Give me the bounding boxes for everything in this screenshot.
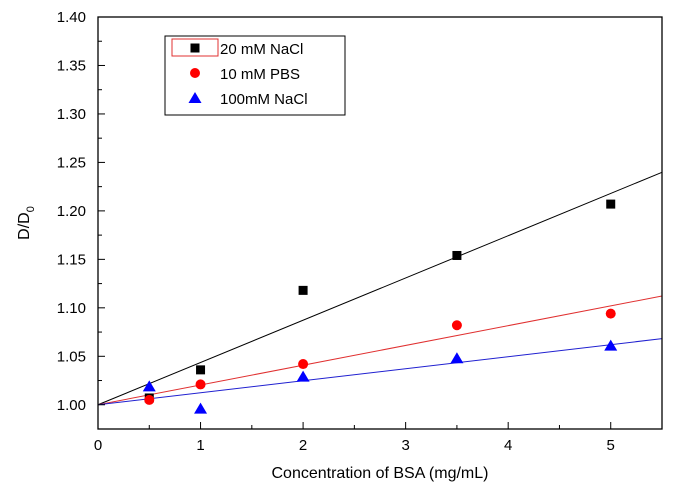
data-point-2-2 [296,370,310,382]
y-tick-label: 1.30 [57,106,86,123]
x-tick-label: 1 [196,437,204,454]
legend-label-0: 20 mM NaCl [220,41,303,58]
data-points [142,199,618,414]
fit-line-0 [97,171,663,406]
data-point-1-3 [451,320,462,331]
y-tick-label: 1.00 [57,397,86,414]
data-point-1-2 [298,359,309,370]
y-tick-label: 1.05 [57,348,86,365]
x-tick-label: 5 [607,437,615,454]
data-point-2-4 [604,339,618,351]
y-axis-label: D/D0 [16,206,37,240]
fit-line-2 [97,338,663,406]
legend-marker-2 [188,92,202,103]
data-point-0-1 [196,365,206,375]
x-tick-label: 3 [401,437,409,454]
data-point-1-4 [605,308,616,319]
legend: 20 mM NaCl 10 mM PBS 100mM NaCl [164,35,346,116]
legend-marker-1 [190,68,200,78]
y-tick-label: 1.20 [57,203,86,220]
x-tick-label: 4 [504,437,512,454]
data-point-1-1 [195,379,206,390]
x-tick-label: 0 [94,437,102,454]
legend-label-1: 10 mM PBS [220,66,300,83]
data-point-0-3 [452,250,462,260]
legend-label-2: 100mM NaCl [220,91,308,108]
y-tick-label: 1.35 [57,57,86,74]
data-point-0-2 [298,285,308,295]
y-tick-label: 1.25 [57,154,86,171]
x-tick-label: 2 [299,437,307,454]
y-tick-label: 1.15 [57,251,86,268]
fit-line-1 [97,295,663,406]
data-point-2-1 [194,402,208,414]
y-axis: 1.00 1.05 1.10 1.15 1.20 1.25 1.30 1.35 1.40 [57,9,105,430]
legend-highlight [171,38,219,57]
x-axis-label: Concentration of BSA (mg/mL) [272,465,489,482]
y-tick-label: 1.10 [57,300,86,317]
data-point-2-0 [142,380,156,392]
y-tick-label: 1.40 [57,9,86,26]
data-point-1-0 [144,394,155,405]
data-point-2-3 [450,352,464,364]
data-point-0-4 [606,199,616,209]
x-axis: 0 1 2 3 4 5 [94,422,663,454]
plot-frame [97,16,663,430]
legend-marker-0 [190,43,200,53]
fit-lines [97,171,663,406]
